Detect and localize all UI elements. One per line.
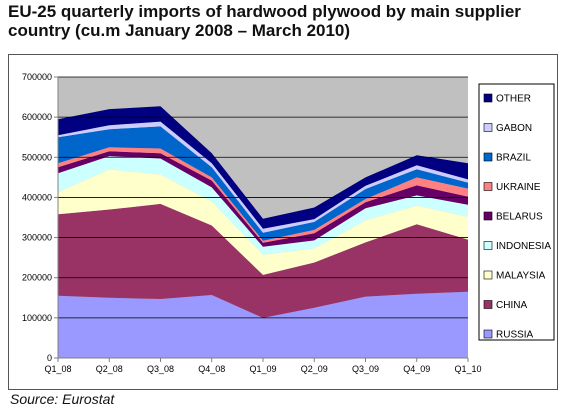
legend-label-indonesia: INDONESIA bbox=[496, 241, 551, 252]
legend-label-belarus: BELARUS bbox=[496, 212, 543, 223]
x-tick-label: Q3_08 bbox=[147, 364, 174, 374]
legend-swatch-china bbox=[483, 300, 493, 309]
legend-swatch-russia bbox=[483, 329, 493, 339]
area-other bbox=[58, 106, 468, 229]
area-malaysia bbox=[58, 169, 468, 275]
source-note: Source: Eurostat bbox=[10, 391, 115, 407]
y-tick-label: 200000 bbox=[22, 273, 52, 283]
x-tick-label: Q4_08 bbox=[198, 364, 225, 374]
area-russia bbox=[58, 291, 468, 358]
x-tick-label: Q1_08 bbox=[44, 364, 71, 374]
chart-title: EU-25 quarterly imports of hardwood plyw… bbox=[8, 2, 521, 40]
legend-swatch-gabon bbox=[483, 123, 493, 132]
legend-swatch-belarus bbox=[483, 211, 493, 221]
chart-frame bbox=[8, 54, 558, 390]
legend-label-brazil: BRAZIL bbox=[496, 153, 531, 164]
area-brazil bbox=[58, 126, 468, 241]
y-tick-label: 600000 bbox=[22, 112, 52, 122]
legend-swatch-ukraine bbox=[483, 182, 493, 191]
legend-swatch-indonesia bbox=[483, 241, 493, 250]
legend-label-china: CHINA bbox=[496, 300, 527, 311]
area-indonesia bbox=[58, 156, 468, 255]
area-china bbox=[58, 203, 468, 318]
y-tick-label: 700000 bbox=[22, 72, 52, 82]
x-tick-label: Q2_09 bbox=[301, 364, 328, 374]
y-tick-label: 100000 bbox=[22, 313, 52, 323]
legend-label-other: OTHER bbox=[496, 94, 531, 105]
y-tick-label: 300000 bbox=[22, 233, 52, 243]
x-tick-label: Q2_08 bbox=[96, 364, 123, 374]
y-tick-label: 400000 bbox=[22, 192, 52, 202]
legend-label-gabon: GABON bbox=[496, 123, 532, 134]
legend-swatch-other bbox=[483, 93, 493, 103]
x-tick-label: Q3_09 bbox=[352, 364, 379, 374]
y-tick-label: 0 bbox=[47, 353, 52, 363]
x-tick-label: Q1_09 bbox=[249, 364, 276, 374]
area-ukraine bbox=[58, 147, 468, 243]
x-tick-label: Q4_09 bbox=[403, 364, 430, 374]
y-tick-label: 500000 bbox=[22, 152, 52, 162]
legend-label-malaysia: MALAYSIA bbox=[496, 271, 546, 282]
area-belarus bbox=[58, 151, 468, 247]
x-tick-label: Q1_10 bbox=[454, 364, 481, 374]
legend-swatch-malaysia bbox=[483, 270, 493, 280]
legend-label-russia: RUSSIA bbox=[496, 330, 534, 341]
legend-label-ukraine: UKRAINE bbox=[496, 182, 541, 193]
legend-swatch-brazil bbox=[483, 152, 493, 162]
